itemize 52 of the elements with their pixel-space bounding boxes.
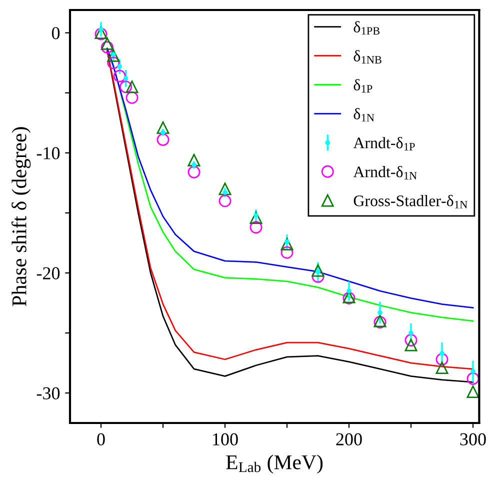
legend-label: δ$_{1N}$ <box>354 108 374 122</box>
y-axis-title: Phase shift δ (degree) <box>11 127 31 306</box>
point <box>404 338 418 352</box>
point <box>123 76 128 81</box>
point <box>100 40 114 54</box>
point <box>126 80 138 94</box>
legend-label: δ$_{1PB}$ <box>354 21 380 35</box>
point <box>126 91 138 104</box>
point <box>188 166 200 178</box>
point <box>404 334 418 346</box>
y-tick-label: -10 <box>36 147 60 160</box>
point <box>378 310 382 315</box>
point <box>222 190 228 195</box>
point <box>312 264 324 277</box>
point <box>280 238 294 250</box>
point <box>470 368 476 374</box>
point <box>280 246 294 259</box>
point <box>436 353 448 366</box>
legend-label: δ$_{1NB}$ <box>354 50 382 64</box>
point <box>436 362 448 374</box>
y-tick-label: 0 <box>52 27 60 40</box>
point <box>188 154 200 166</box>
point <box>466 372 480 385</box>
point <box>218 182 232 196</box>
point <box>250 211 262 224</box>
x-axis-title: E$_{Lab}$ (MeV) <box>226 454 323 474</box>
legend-label: Arndt-δ$_{1P}$ <box>353 137 415 150</box>
point <box>156 133 170 146</box>
point <box>346 288 352 294</box>
x-tick-label: 0 <box>97 433 105 446</box>
x-tick-label: 100 <box>213 433 238 446</box>
y-tick-label: -30 <box>36 387 60 400</box>
point <box>466 386 480 398</box>
point <box>100 37 114 50</box>
point <box>218 194 232 208</box>
point <box>408 330 414 336</box>
legend-label: Gross-Stadler-δ$_{1N}$ <box>354 194 468 208</box>
legend-label: δ$_{1P}$ <box>354 79 372 92</box>
point <box>440 350 444 356</box>
x-tick-label: 300 <box>460 433 486 446</box>
point <box>312 270 324 283</box>
legend-label: Arndt-δ$_{1N}$ <box>353 166 417 180</box>
point <box>156 121 170 134</box>
point <box>107 49 120 62</box>
point <box>120 80 132 94</box>
point <box>107 56 120 70</box>
point <box>250 221 262 234</box>
point <box>117 64 122 69</box>
point <box>98 26 104 32</box>
x-tick-label: 200 <box>336 433 362 446</box>
point <box>113 70 126 82</box>
y-tick-label: -20 <box>36 267 60 280</box>
